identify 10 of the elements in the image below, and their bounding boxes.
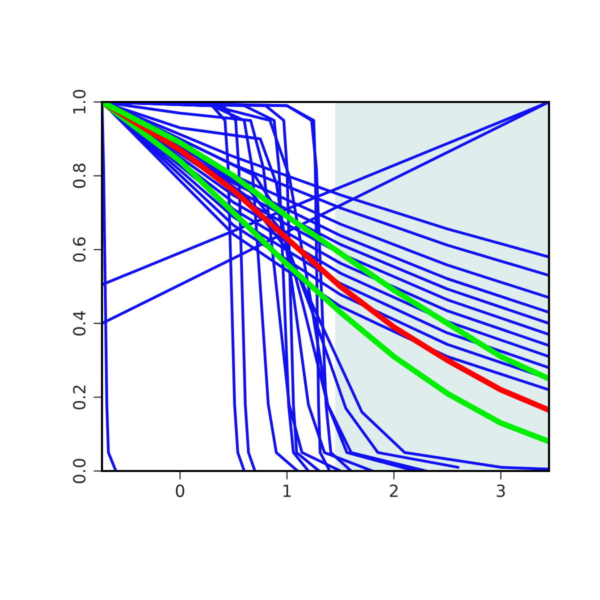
- x-tick-label: 3: [496, 484, 505, 498]
- y-tick-label: 0.8: [72, 164, 86, 188]
- y-tick-label: 0.4: [72, 311, 86, 336]
- y-tick-label: 0.6: [72, 237, 86, 262]
- x-tick-label: 1: [284, 484, 291, 497]
- y-tick-label: 0.2: [72, 386, 86, 410]
- x-tick-label: 0: [176, 484, 184, 498]
- y-tick-label: 0.0: [72, 458, 86, 484]
- x-tick-label: 2: [390, 484, 398, 497]
- y-tick-label: 1.0: [72, 90, 86, 114]
